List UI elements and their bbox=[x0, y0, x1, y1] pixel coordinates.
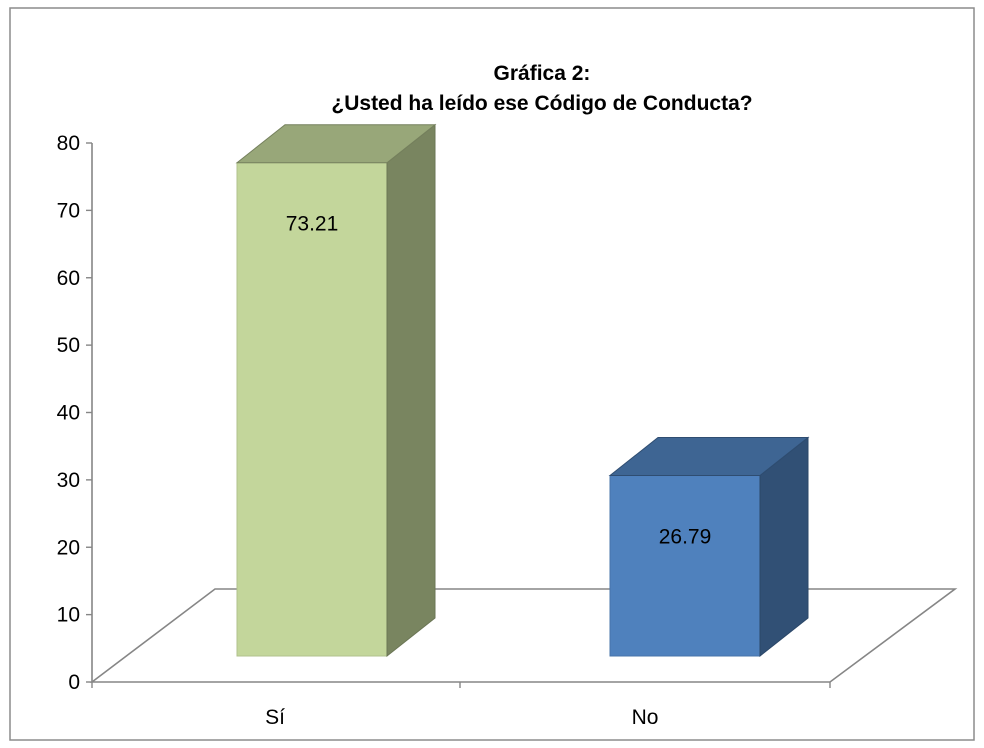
bar-top bbox=[235, 124, 437, 164]
y-tick-label: 70 bbox=[57, 199, 80, 222]
floor-plane bbox=[89, 588, 958, 683]
data-label: 73.21 bbox=[286, 213, 339, 236]
y-tick-label: 40 bbox=[57, 402, 80, 425]
y-axis: 0 10 20 30 40 50 60 70 80 Sí No bbox=[57, 132, 831, 729]
data-label: 26.79 bbox=[659, 526, 712, 549]
y-tick-label: 80 bbox=[57, 132, 80, 155]
bar-side bbox=[386, 123, 436, 658]
chart-title-line1: Gráfica 2: bbox=[494, 62, 591, 85]
y-tick-label: 60 bbox=[57, 267, 80, 290]
y-tick-label: 0 bbox=[68, 671, 80, 694]
y-tick-label: 10 bbox=[57, 604, 80, 627]
y-tick-label: 30 bbox=[57, 469, 80, 492]
y-tick-label: 20 bbox=[57, 536, 80, 559]
bar-top bbox=[608, 437, 810, 477]
bar-front bbox=[609, 475, 761, 657]
bar-front bbox=[236, 162, 388, 657]
data-labels: 73.21 26.79 bbox=[286, 213, 712, 549]
x-category-label: No bbox=[632, 706, 659, 729]
y-tick-label: 50 bbox=[57, 334, 80, 357]
x-category-label: Sí bbox=[265, 706, 285, 729]
bars bbox=[235, 123, 810, 658]
bar-no bbox=[608, 436, 810, 658]
chart-title-line2: ¿Usted ha leído ese Código de Conducta? bbox=[331, 92, 752, 115]
chart-floor bbox=[89, 588, 958, 683]
bar-si bbox=[235, 123, 437, 658]
